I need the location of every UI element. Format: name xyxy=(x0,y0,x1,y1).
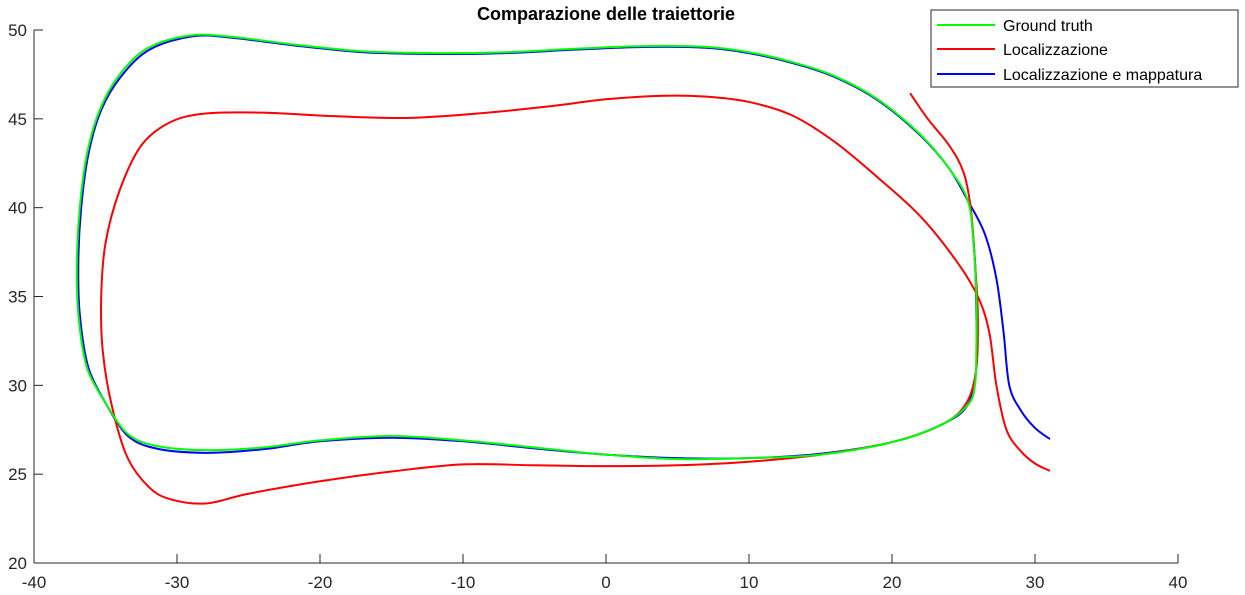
series-line-ground-truth xyxy=(75,33,978,461)
series-line-localizzazione-e-mappatura xyxy=(77,34,1051,440)
x-tick-label: -30 xyxy=(165,573,190,592)
y-tick-label: 25 xyxy=(8,465,27,484)
series-line-localizzazione-e-mappatura-segment-2 xyxy=(104,206,979,460)
x-tick-label: 30 xyxy=(1026,573,1045,592)
series-line-localizzazione xyxy=(99,92,1051,505)
series-lines xyxy=(75,33,1051,505)
legend: Ground truth Localizzazione Localizzazio… xyxy=(930,9,1239,88)
legend-label-ground-truth: Ground truth xyxy=(1003,18,1093,35)
legend-label-localizzazione: Localizzazione xyxy=(1003,42,1108,59)
x-tick-label: -10 xyxy=(451,573,476,592)
y-tick-label: 30 xyxy=(8,376,27,395)
chart-title: Comparazione delle traiettorie xyxy=(477,4,735,24)
y-tick-label: 35 xyxy=(8,288,27,307)
axis-ticks: -40 -30 -20 -10 0 10 20 30 40 20 25 30 35 40 45 50 xyxy=(8,21,1187,592)
x-tick-label: -20 xyxy=(308,573,333,592)
y-tick-label: 20 xyxy=(8,554,27,573)
x-tick-label: 0 xyxy=(601,573,610,592)
x-tick-label: 20 xyxy=(883,573,902,592)
legend-label-localizzazione-e-mappatura: Localizzazione e mappatura xyxy=(1003,67,1202,84)
x-tick-label: 10 xyxy=(740,573,759,592)
y-tick-label: 40 xyxy=(8,199,27,218)
y-tick-label: 45 xyxy=(8,110,27,129)
x-tick-label: -40 xyxy=(22,573,47,592)
y-tick-label: 50 xyxy=(8,21,27,40)
x-tick-label: 40 xyxy=(1169,573,1188,592)
